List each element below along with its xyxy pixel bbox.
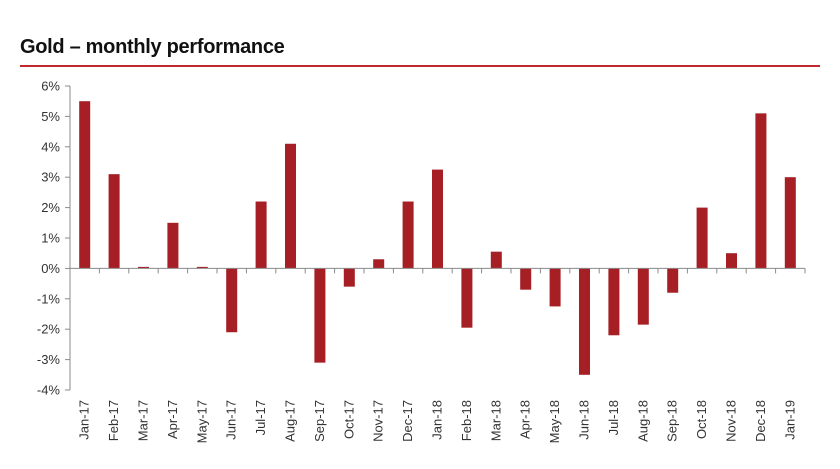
y-tick-label: -2% xyxy=(37,322,61,337)
bar xyxy=(432,169,443,269)
bar xyxy=(696,207,708,269)
x-tick-label: May-17 xyxy=(194,400,209,443)
y-tick-label: 4% xyxy=(41,139,60,154)
y-tick-label: -4% xyxy=(37,383,61,398)
bar xyxy=(167,222,179,269)
bar xyxy=(608,268,620,336)
bar xyxy=(579,268,590,375)
y-tick-label: 2% xyxy=(41,200,60,215)
bar xyxy=(637,268,649,325)
x-tick-label: May-18 xyxy=(547,400,562,443)
y-tick-label: 3% xyxy=(41,170,60,185)
y-tick-label: 0% xyxy=(41,261,60,276)
x-tick-label: Dec-17 xyxy=(400,400,415,442)
x-tick-label: Nov-17 xyxy=(371,400,386,442)
y-tick-label: 1% xyxy=(41,231,60,246)
x-tick-label: Apr-18 xyxy=(518,400,533,439)
x-tick-label: Apr-17 xyxy=(165,400,180,439)
y-tick-label: -1% xyxy=(37,291,61,306)
x-tick-label: Nov-18 xyxy=(724,400,739,442)
axes xyxy=(69,86,806,390)
y-tick-label: 5% xyxy=(41,109,60,124)
y-tick-label: 6% xyxy=(41,79,60,94)
x-tick-label: Jul-17 xyxy=(253,400,268,435)
y-axis-ticks: -4% -3% -2% -1% 0% 1% 2% 3% 4% 5% 6% xyxy=(37,79,70,398)
x-tick-label: Jun-18 xyxy=(577,400,592,440)
x-tick-label: Aug-17 xyxy=(283,400,298,442)
x-tick-label: Dec-18 xyxy=(753,400,768,442)
bar xyxy=(138,266,149,269)
bar xyxy=(755,113,767,269)
x-tick-label: Jan-17 xyxy=(77,400,92,440)
bar xyxy=(667,268,679,293)
bar xyxy=(226,268,238,333)
x-tick-label: Mar-18 xyxy=(488,400,503,441)
x-axis-labels: Jan-17 Feb-17 Mar-17 Apr-17 May-17 Jun-17 Jul-… xyxy=(77,400,798,443)
bar xyxy=(490,251,502,269)
x-tick-label: Sep-18 xyxy=(665,400,680,442)
bar xyxy=(461,268,473,328)
bar xyxy=(285,143,296,269)
x-tick-label: Oct-17 xyxy=(341,400,356,439)
bar xyxy=(79,101,91,269)
bar xyxy=(549,268,561,307)
x-tick-label: Mar-17 xyxy=(136,400,151,441)
x-tick-label: Feb-17 xyxy=(106,400,121,441)
x-tick-label: Feb-18 xyxy=(459,400,474,441)
bar xyxy=(196,266,208,269)
bar xyxy=(255,201,267,269)
x-tick-label: Jan-19 xyxy=(782,400,797,440)
bar xyxy=(108,174,120,269)
x-tick-label: Jul-18 xyxy=(606,400,621,435)
x-tick-label: Jan-18 xyxy=(430,400,445,440)
chart-title: Gold – monthly performance xyxy=(20,36,285,58)
y-tick-label: -3% xyxy=(37,352,61,367)
bar xyxy=(520,268,532,290)
x-tick-label: Oct-18 xyxy=(694,400,709,439)
x-tick-label: Aug-18 xyxy=(635,400,650,442)
bar xyxy=(784,177,796,269)
bar xyxy=(726,253,737,269)
bar xyxy=(373,259,385,269)
title-underline xyxy=(20,65,820,67)
x-tick-label: Sep-17 xyxy=(312,400,327,442)
x-tick-label: Jun-17 xyxy=(224,400,239,440)
bar xyxy=(402,201,414,269)
bars xyxy=(79,101,796,375)
bar xyxy=(343,268,355,287)
bar xyxy=(314,268,326,363)
